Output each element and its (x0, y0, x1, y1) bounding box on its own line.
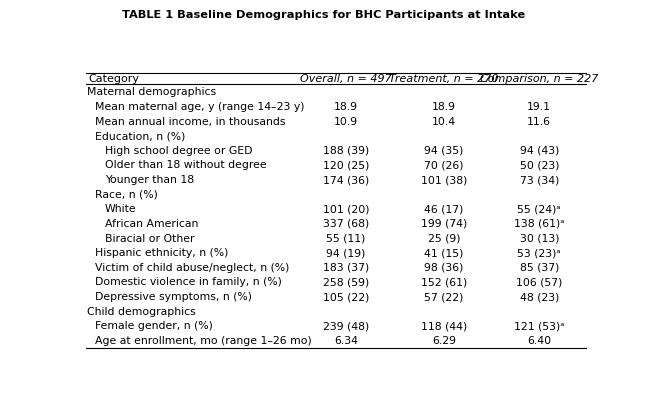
Text: White: White (105, 204, 137, 214)
Text: Maternal demographics: Maternal demographics (87, 87, 216, 97)
Text: 57 (22): 57 (22) (424, 292, 463, 302)
Text: Education, n (%): Education, n (%) (95, 131, 185, 141)
Text: 25 (9): 25 (9) (428, 234, 460, 244)
Text: 50 (23): 50 (23) (520, 160, 559, 170)
Text: 98 (36): 98 (36) (424, 263, 463, 273)
Text: 73 (34): 73 (34) (520, 175, 559, 185)
Text: 10.4: 10.4 (432, 116, 456, 126)
Text: 183 (37): 183 (37) (323, 263, 369, 273)
Text: Age at enrollment, mo (range 1–26 mo): Age at enrollment, mo (range 1–26 mo) (95, 336, 312, 346)
Text: African American: African American (105, 219, 198, 229)
Text: 30 (13): 30 (13) (520, 234, 559, 244)
Text: 101 (38): 101 (38) (421, 175, 467, 185)
Text: 188 (39): 188 (39) (323, 146, 369, 156)
Text: Mean annual income, in thousands: Mean annual income, in thousands (95, 116, 286, 126)
Text: 55 (24)ᵃ: 55 (24)ᵃ (518, 204, 561, 214)
Text: 10.9: 10.9 (334, 116, 358, 126)
Text: Domestic violence in family, n (%): Domestic violence in family, n (%) (95, 278, 282, 288)
Text: 55 (11): 55 (11) (326, 234, 365, 244)
Text: TABLE 1 Baseline Demographics for BHC Participants at Intake: TABLE 1 Baseline Demographics for BHC Pa… (122, 10, 526, 20)
Text: Overall, n = 497: Overall, n = 497 (300, 74, 392, 84)
Text: Victim of child abuse/neglect, n (%): Victim of child abuse/neglect, n (%) (95, 263, 290, 273)
Text: 85 (37): 85 (37) (520, 263, 559, 273)
Text: 46 (17): 46 (17) (424, 204, 463, 214)
Text: 18.9: 18.9 (334, 102, 358, 112)
Text: Younger than 18: Younger than 18 (105, 175, 194, 185)
Text: 258 (59): 258 (59) (323, 278, 369, 288)
Text: Mean maternal age, y (range 14–23 y): Mean maternal age, y (range 14–23 y) (95, 102, 305, 112)
Text: 138 (61)ᵃ: 138 (61)ᵃ (514, 219, 564, 229)
Text: 6.34: 6.34 (334, 336, 358, 346)
Text: 48 (23): 48 (23) (520, 292, 559, 302)
Text: 70 (26): 70 (26) (424, 160, 463, 170)
Text: Child demographics: Child demographics (87, 307, 196, 317)
Text: Older than 18 without degree: Older than 18 without degree (105, 160, 267, 170)
Text: 106 (57): 106 (57) (516, 278, 562, 288)
Text: Female gender, n (%): Female gender, n (%) (95, 321, 213, 331)
Text: 6.40: 6.40 (527, 336, 551, 346)
Text: 18.9: 18.9 (432, 102, 456, 112)
Text: 152 (61): 152 (61) (421, 278, 467, 288)
Text: 94 (19): 94 (19) (326, 248, 365, 258)
Text: 174 (36): 174 (36) (323, 175, 369, 185)
Text: 199 (74): 199 (74) (421, 219, 467, 229)
Text: Hispanic ethnicity, n (%): Hispanic ethnicity, n (%) (95, 248, 229, 258)
Text: 94 (43): 94 (43) (520, 146, 559, 156)
Text: 6.29: 6.29 (432, 336, 456, 346)
Text: 337 (68): 337 (68) (323, 219, 369, 229)
Text: 11.6: 11.6 (527, 116, 551, 126)
Text: Biracial or Other: Biracial or Other (105, 234, 194, 244)
Text: High school degree or GED: High school degree or GED (105, 146, 253, 156)
Text: 94 (35): 94 (35) (424, 146, 463, 156)
Text: 105 (22): 105 (22) (323, 292, 369, 302)
Text: Depressive symptoms, n (%): Depressive symptoms, n (%) (95, 292, 252, 302)
Text: 53 (23)ᵃ: 53 (23)ᵃ (518, 248, 561, 258)
Text: 120 (25): 120 (25) (323, 160, 369, 170)
Text: Treatment, n = 270: Treatment, n = 270 (389, 74, 498, 84)
Text: 118 (44): 118 (44) (421, 321, 467, 331)
Text: 41 (15): 41 (15) (424, 248, 463, 258)
Text: Comparison, n = 227: Comparison, n = 227 (480, 74, 599, 84)
Text: Category: Category (88, 74, 139, 84)
Text: 121 (53)ᵃ: 121 (53)ᵃ (514, 321, 564, 331)
Text: 239 (48): 239 (48) (323, 321, 369, 331)
Text: Race, n (%): Race, n (%) (95, 190, 158, 200)
Text: 101 (20): 101 (20) (323, 204, 369, 214)
Text: 19.1: 19.1 (527, 102, 551, 112)
